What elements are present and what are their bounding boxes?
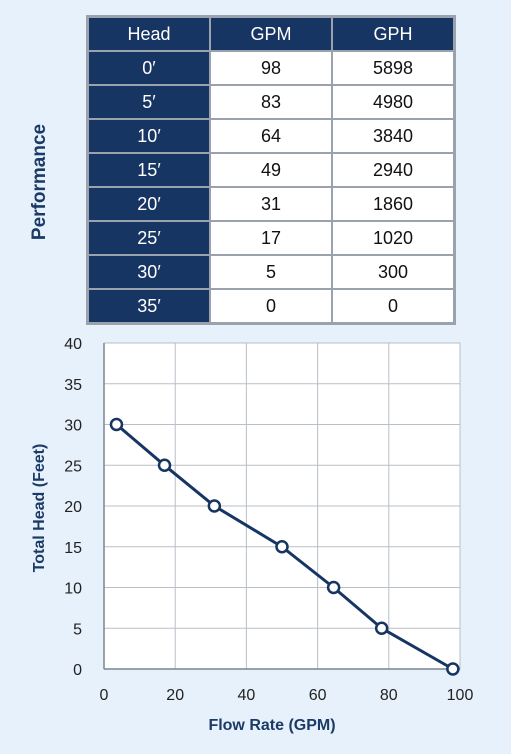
data-point (326, 580, 341, 595)
cell-gpm: 17 (209, 220, 333, 256)
y-tick-label: 5 (73, 621, 82, 638)
pump-curve-chart: 0 20 40 60 80 100 0 5 10 15 20 25 30 35 40 Flow Rate … (31, 336, 474, 734)
cell-head: 35′ (86, 288, 211, 325)
x-tick-label: 0 (100, 687, 109, 704)
table-row: 25′ 17 1020 (86, 220, 456, 256)
y-axis-title: Total Head (Feet) (31, 444, 48, 573)
x-axis-title: Flow Rate (GPM) (208, 717, 335, 734)
data-point (207, 499, 222, 513)
x-tick-label: 100 (447, 687, 474, 704)
y-tick-label: 30 (64, 418, 82, 435)
y-tick-labels: 0 5 10 15 20 25 30 35 40 (64, 336, 82, 679)
table-header-row: Head GPM GPH (86, 15, 456, 52)
data-point (157, 458, 172, 472)
cell-gpm: 64 (209, 118, 333, 154)
grid-lines (103, 342, 461, 670)
y-tick-label: 15 (64, 540, 82, 557)
cell-gph: 2940 (331, 152, 456, 188)
x-tick-label: 80 (380, 687, 398, 704)
cell-gpm: 98 (209, 50, 333, 86)
y-tick-label: 25 (64, 458, 82, 475)
cell-gph: 4980 (331, 84, 456, 120)
table-row: 0′ 98 5898 (86, 50, 456, 86)
cell-head: 25′ (86, 220, 211, 256)
table-row: 30′ 5 300 (86, 254, 456, 290)
y-tick-label: 10 (64, 581, 82, 598)
data-points (109, 417, 460, 676)
cell-head: 5′ (86, 84, 211, 120)
header-gph: GPH (331, 15, 456, 52)
y-tick-label: 0 (73, 662, 82, 679)
table-row: 10′ 64 3840 (86, 118, 456, 154)
performance-table: Head GPM GPH 0′ 98 5898 5′ 83 4980 10′ 6… (86, 15, 456, 325)
cell-gpm: 5 (209, 254, 333, 290)
x-tick-label: 60 (309, 687, 327, 704)
data-point (109, 417, 124, 432)
cell-gph: 3840 (331, 118, 456, 154)
cell-head: 15′ (86, 152, 211, 188)
cell-head: 30′ (86, 254, 211, 290)
table-row: 5′ 83 4980 (86, 84, 456, 120)
cell-gpm: 0 (209, 288, 333, 325)
x-tick-label: 40 (238, 687, 256, 704)
y-tick-label: 35 (64, 377, 82, 394)
cell-head: 20′ (86, 186, 211, 222)
cell-gph: 300 (331, 254, 456, 290)
table-row: 20′ 31 1860 (86, 186, 456, 222)
data-point (374, 621, 389, 635)
cell-head: 10′ (86, 118, 211, 154)
cell-head: 0′ (86, 50, 211, 86)
cell-gpm: 31 (209, 186, 333, 222)
cell-gph: 1020 (331, 220, 456, 256)
x-tick-labels: 0 20 40 60 80 100 (100, 687, 474, 704)
table-row: 15′ 49 2940 (86, 152, 456, 188)
cell-gpm: 49 (209, 152, 333, 188)
x-tick-label: 20 (166, 687, 184, 704)
cell-gph: 5898 (331, 50, 456, 86)
data-point (275, 540, 289, 554)
header-head: Head (86, 15, 211, 52)
y-tick-label: 20 (64, 499, 82, 516)
cell-gph: 0 (331, 288, 456, 325)
data-point (446, 662, 460, 676)
cell-gpm: 83 (209, 84, 333, 120)
cell-gph: 1860 (331, 186, 456, 222)
table-row: 35′ 0 0 (86, 288, 456, 325)
y-tick-label: 40 (64, 336, 82, 353)
header-gpm: GPM (209, 15, 333, 52)
table-side-label: Performance (29, 123, 50, 241)
